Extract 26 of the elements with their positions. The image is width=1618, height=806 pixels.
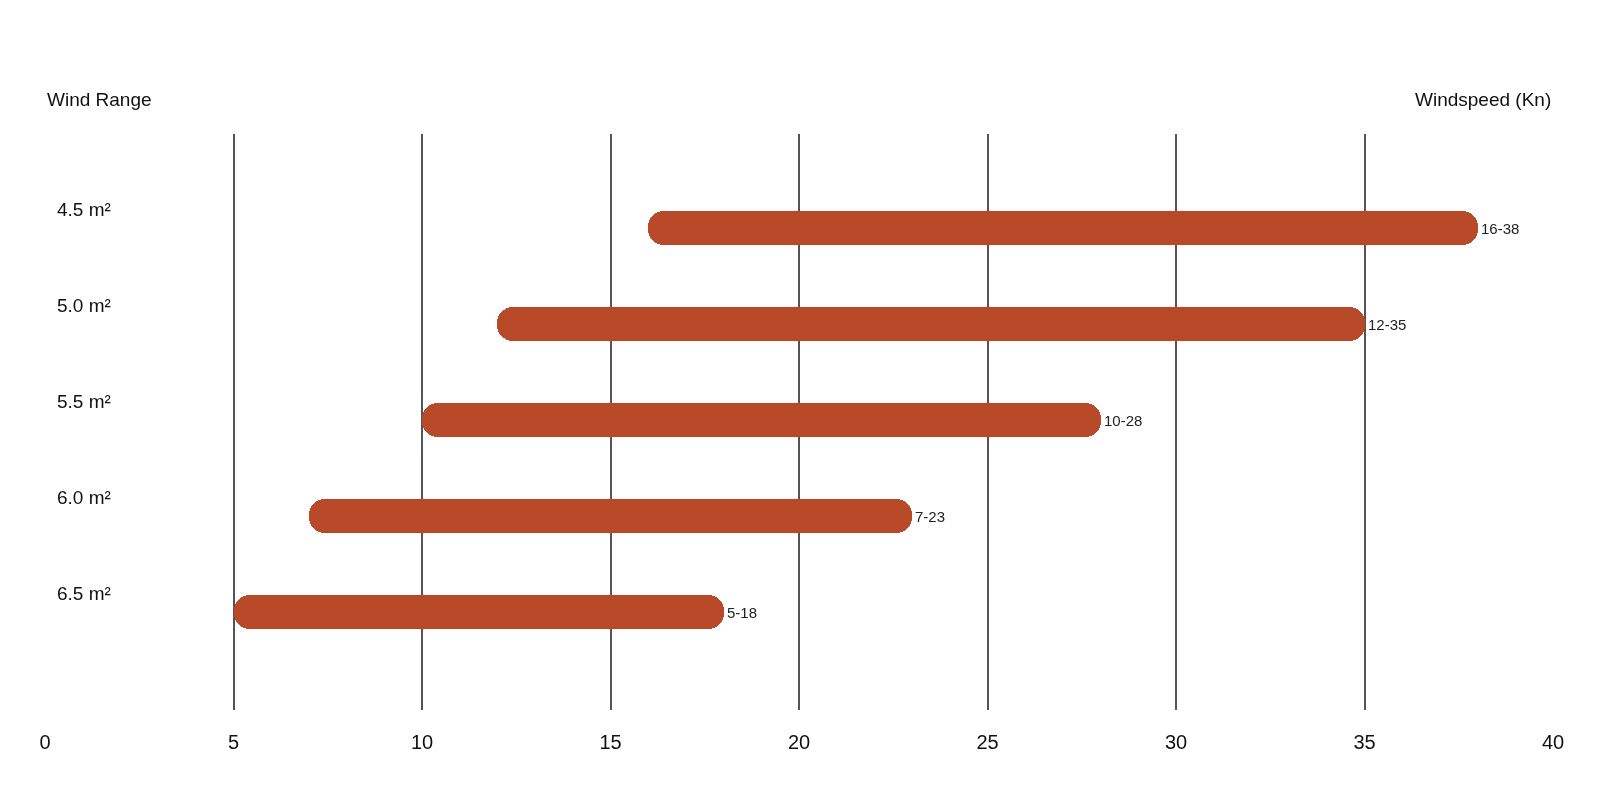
x-tick-label: 15 [599, 731, 622, 753]
data-label: 12-35 [1368, 315, 1407, 333]
bar [309, 499, 912, 533]
bar [497, 307, 1365, 341]
x-tick-label: 20 [787, 731, 811, 753]
x-tick-label: 25 [976, 731, 999, 753]
x-tick-label: 0 [39, 731, 51, 753]
bar [234, 595, 724, 629]
data-label: 5-18 [727, 603, 758, 621]
x-tick-label: 5 [227, 731, 240, 753]
bar [648, 211, 1478, 245]
x-tick-label: 10 [410, 731, 434, 753]
x-tick-label: 40 [1541, 731, 1565, 753]
x-tick-label: 30 [1164, 731, 1188, 753]
y-tick-label: 5.0 m² [57, 295, 111, 316]
bar [422, 403, 1101, 437]
data-label: 7-23 [915, 507, 946, 525]
y-tick-label: 5.5 m² [57, 391, 111, 412]
data-label: 10-28 [1104, 411, 1143, 429]
y-tick-label: 6.5 m² [57, 583, 111, 604]
y-axis-title: Wind Range [47, 89, 152, 110]
data-label: 16-38 [1481, 219, 1520, 237]
x-axis-title: Windspeed (Kn) [1415, 89, 1552, 110]
x-tick-label: 35 [1353, 731, 1376, 753]
y-tick-label: 6.0 m² [57, 487, 111, 508]
y-tick-label: 4.5 m² [57, 199, 111, 220]
